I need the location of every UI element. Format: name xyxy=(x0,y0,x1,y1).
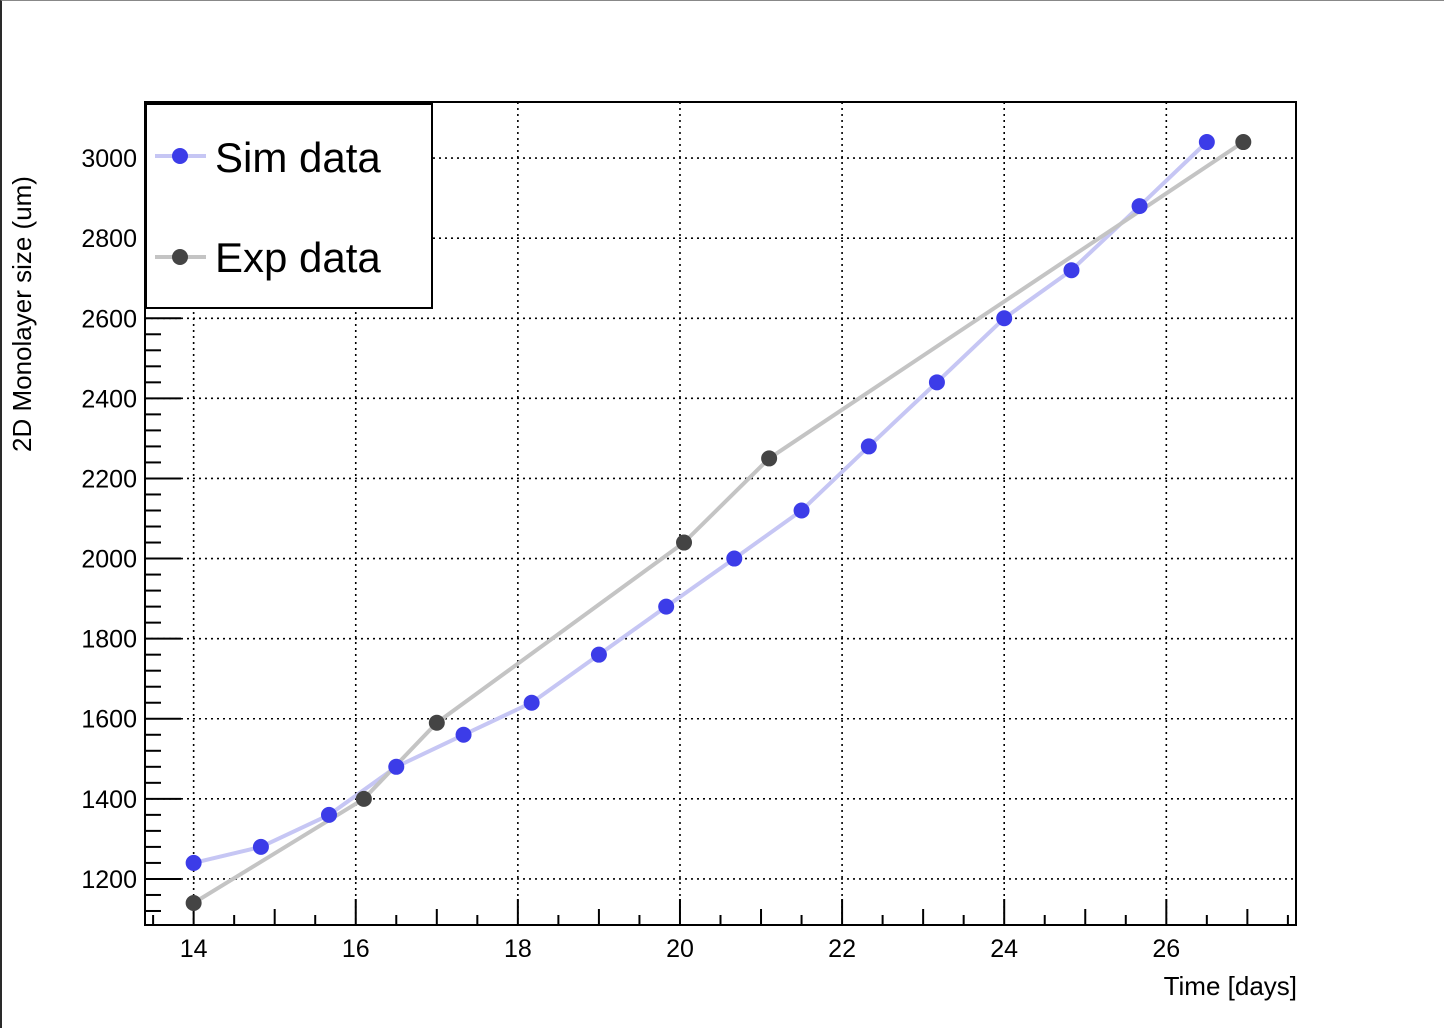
y-tick-label: 2400 xyxy=(81,385,137,413)
series-line-sim xyxy=(193,140,1209,865)
data-point-sim xyxy=(320,806,337,823)
legend-label-exp: Exp data xyxy=(215,234,381,281)
legend-label-sim: Sim data xyxy=(215,134,381,181)
x-tick-label: 24 xyxy=(990,935,1018,963)
axes: 14 16 18 20 22 24 26 1200 1400 1600 1800 2000 2200 24… xyxy=(81,101,1297,963)
legend-marker-exp xyxy=(172,249,188,265)
y-tick-label: 2600 xyxy=(81,305,137,333)
data-point-sim xyxy=(1198,134,1215,151)
y-tick-label: 2200 xyxy=(81,465,137,493)
data-point-sim xyxy=(590,646,607,663)
series-points xyxy=(185,134,1252,911)
x-axis-label: Time [days] xyxy=(1164,971,1297,1001)
data-point-exp xyxy=(355,790,372,807)
y-tick-label: 1200 xyxy=(81,866,137,894)
data-point-sim xyxy=(1131,198,1148,215)
data-point-sim xyxy=(455,726,472,743)
data-point-sim xyxy=(793,502,810,519)
x-tick-label: 18 xyxy=(504,935,532,963)
y-tick-label: 1400 xyxy=(81,786,137,814)
legend-marker-sim xyxy=(172,148,188,164)
data-point-exp xyxy=(185,894,202,911)
data-point-sim xyxy=(185,854,202,871)
data-point-sim xyxy=(1063,262,1080,279)
data-point-sim xyxy=(996,310,1013,327)
data-point-sim xyxy=(928,374,945,391)
y-tick-label: 3000 xyxy=(81,145,137,173)
grid-lines xyxy=(145,102,1296,925)
data-point-sim xyxy=(860,438,877,455)
y-tick-label: 1600 xyxy=(81,706,137,734)
x-tick-label: 22 xyxy=(828,935,856,963)
y-tick-label: 1800 xyxy=(81,626,137,654)
data-point-exp xyxy=(1235,134,1252,151)
data-point-sim xyxy=(726,550,743,567)
data-point-sim xyxy=(388,758,405,775)
y-tick-label: 2000 xyxy=(81,546,137,574)
data-point-exp xyxy=(761,450,778,467)
x-tick-label: 26 xyxy=(1152,935,1180,963)
data-point-sim xyxy=(658,598,675,615)
data-point-exp xyxy=(676,534,693,551)
x-tick-label: 14 xyxy=(180,935,208,963)
data-point-sim xyxy=(252,838,269,855)
legend-box xyxy=(145,103,433,309)
legend: Sim data Exp data xyxy=(145,103,433,309)
y-axis-label: 2D Monolayer size (um) xyxy=(7,176,37,452)
x-tick-label: 20 xyxy=(666,935,694,963)
data-point-exp xyxy=(428,714,445,731)
x-tick-label: 16 xyxy=(342,935,370,963)
y-tick-label: 2800 xyxy=(81,225,137,253)
data-point-sim xyxy=(523,694,540,711)
